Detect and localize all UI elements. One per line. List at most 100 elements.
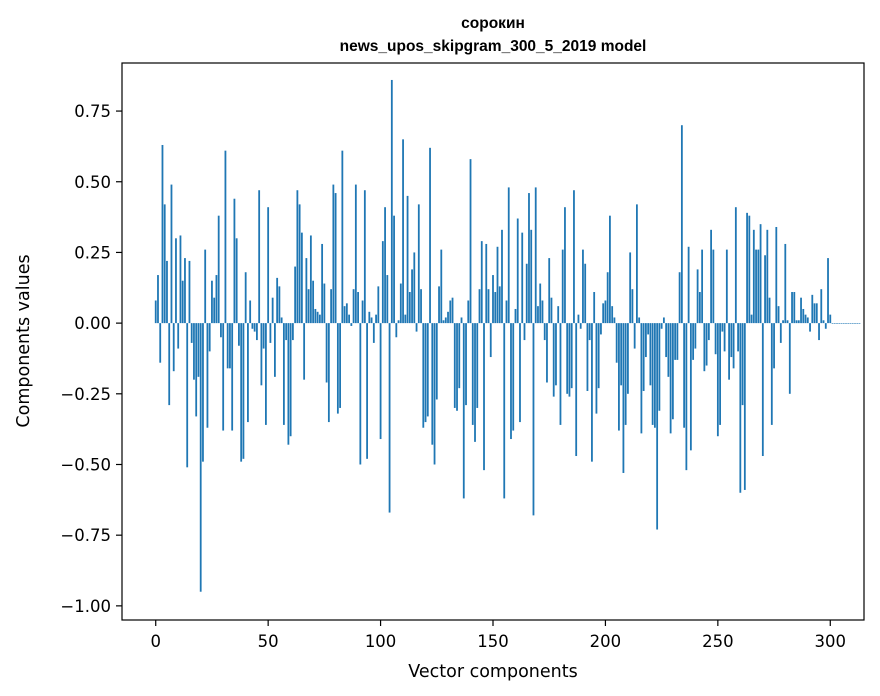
bar-18 [195,323,198,417]
bar-71 [314,308,317,324]
bar-21 [202,323,204,462]
bar-237 [687,246,690,324]
y-tick-label: 0.50 [74,173,111,192]
bar-150 [492,275,494,324]
y-tick-label: 0.00 [74,314,111,333]
bar-29 [220,323,222,338]
bar-245 [705,323,708,366]
bar-157 [507,187,510,324]
bar-12 [181,280,184,324]
bar-36 [235,238,238,324]
bar-133 [453,323,456,408]
bar-293 [813,303,816,324]
bar-299 [827,258,829,324]
bar-70 [312,280,315,324]
bar-185 [570,323,573,389]
bar-226 [662,317,665,324]
bar-266 [752,229,755,324]
bar-171 [539,283,542,324]
bar-205 [615,323,618,363]
bar-19 [197,323,200,377]
bar-211 [629,252,632,324]
bar-257 [732,323,735,369]
bar-238 [689,323,692,451]
bar-310 [851,323,854,324]
bar-135 [458,323,461,389]
bar-23 [206,323,209,428]
bar-163 [521,232,524,324]
bar-113 [408,292,411,324]
bar-304 [838,323,841,324]
bar-199 [602,303,605,324]
bar-88 [352,289,355,324]
bar-24 [208,323,211,352]
bar-167 [530,229,533,324]
bar-30 [222,323,225,431]
bar-191 [584,263,587,324]
bar-76 [325,323,328,383]
x-tick-label: 150 [477,632,509,651]
bar-27 [215,275,218,324]
bar-207 [620,323,623,386]
bar-13 [184,258,186,324]
bar-295 [818,323,820,341]
bar-269 [759,224,762,324]
bar-294 [815,303,818,324]
bar-55 [278,286,281,324]
bar-290 [806,317,809,324]
bar-165 [525,263,528,324]
bar-83 [341,150,344,324]
bar-252 [721,323,724,332]
bar-218 [645,323,647,358]
bar-215 [638,317,641,324]
bar-91 [359,323,362,465]
bar-56 [280,317,283,324]
bar-102 [384,207,386,324]
bar-142 [474,323,476,442]
bar-45 [256,323,258,341]
bar-141 [471,323,474,425]
bar-255 [728,323,730,380]
x-tick-label: 0 [150,632,161,651]
bar-119 [422,323,425,428]
bar-130 [447,311,449,324]
bar-63 [296,190,299,324]
bar-307 [845,323,847,324]
bar-201 [606,272,609,324]
bar-89 [354,184,357,324]
bar-166 [528,193,530,324]
bar-286 [797,320,800,324]
bar-154 [501,229,503,324]
bar-284 [793,292,796,324]
bar-49 [265,323,267,425]
x-axis-label: Vector components [408,662,577,682]
bar-230 [671,323,674,420]
bar-169 [534,187,537,324]
bar-168 [532,323,535,516]
bar-143 [476,323,479,408]
bar-132 [451,297,454,324]
y-tick-label: −1.00 [60,597,111,616]
bar-67 [305,258,308,324]
bar-122 [429,147,431,324]
bar-85 [345,303,348,324]
bar-16 [190,323,193,343]
bar-33 [229,323,231,369]
bar-239 [692,323,695,360]
bar-235 [683,323,686,428]
bar-14 [186,323,189,468]
bar-124 [433,323,436,465]
bar-297 [822,320,825,324]
bar-98 [375,314,377,324]
bar-190 [582,249,584,324]
bar-65 [300,232,303,324]
bar-4 [163,204,166,324]
bar-40 [244,272,247,324]
chart-subtitle: news_upos_skipgram_300_5_2019 model [340,38,647,55]
bar-8 [172,323,175,372]
bar-303 [836,323,838,324]
bar-227 [665,323,668,358]
bar-267 [755,249,757,324]
bar-144 [478,289,481,324]
bar-228 [667,323,670,377]
